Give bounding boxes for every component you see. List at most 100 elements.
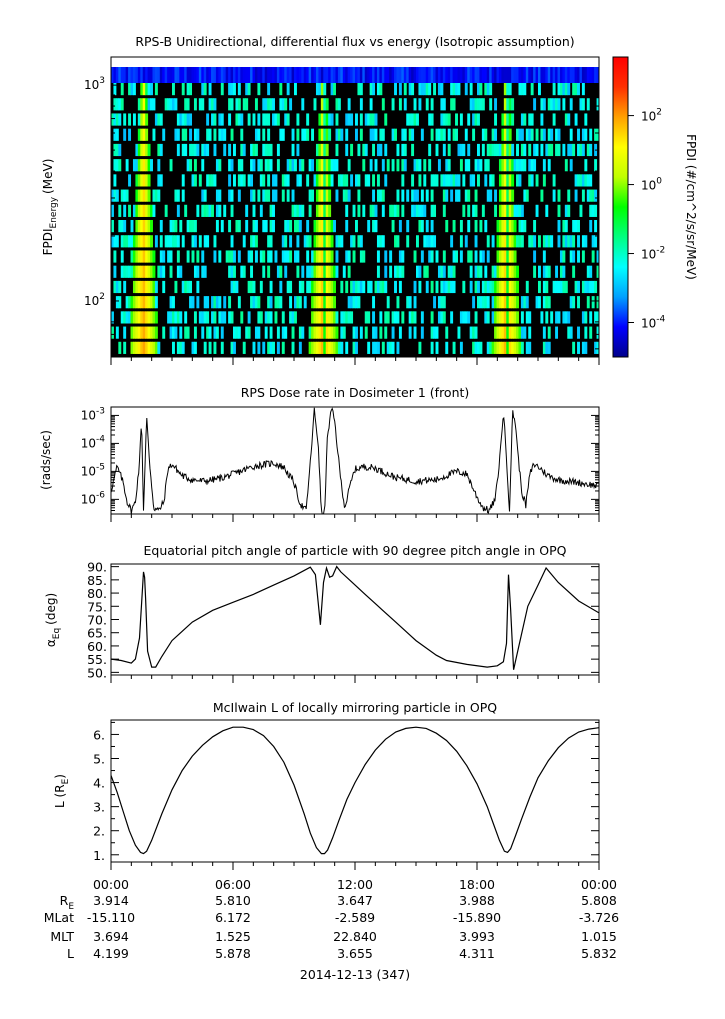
heatmap-cell xyxy=(352,341,356,354)
heatmap-cell xyxy=(562,265,566,278)
heatmap-cell xyxy=(440,174,444,187)
heatmap-cell xyxy=(333,159,336,172)
heatmap-cell xyxy=(520,341,524,354)
heatmap-cell xyxy=(584,341,588,354)
heatmap-cell xyxy=(137,280,141,294)
heatmap-cell xyxy=(213,174,217,187)
heatmap-cell xyxy=(474,67,478,83)
heatmap-cell xyxy=(125,311,129,324)
heatmap-cell xyxy=(211,296,214,309)
heatmap-cell xyxy=(569,98,573,111)
heatmap-cell xyxy=(594,280,598,294)
heatmap-cell xyxy=(137,326,141,339)
heatmap-cell xyxy=(374,159,378,172)
heatmap-cell xyxy=(193,143,197,157)
heatmap-cell xyxy=(538,296,541,309)
heatmap-cell xyxy=(240,174,244,187)
heatmap-cell xyxy=(428,83,432,96)
heatmap-cell xyxy=(125,189,129,202)
heatmap-cell xyxy=(516,128,519,141)
heatmap-cell xyxy=(498,326,502,339)
heatmap-cell xyxy=(345,189,349,202)
heatmap-cell xyxy=(469,67,473,83)
heatmap-cell xyxy=(542,174,546,187)
heatmap-cell xyxy=(267,311,271,324)
heatmap-cell xyxy=(272,113,275,126)
heatmap-cell xyxy=(345,174,349,187)
heatmap-cell xyxy=(140,83,144,96)
heatmap-cell xyxy=(189,159,193,172)
heatmap-cell xyxy=(520,113,524,126)
ephemeris-re-3: 3.988 xyxy=(459,893,495,908)
heatmap-cell xyxy=(572,143,576,157)
heatmap-cell xyxy=(520,204,524,217)
heatmap-cell xyxy=(518,83,522,96)
heatmap-cell xyxy=(306,174,310,187)
heatmap-cell xyxy=(411,83,415,96)
heatmap-cell xyxy=(525,189,529,202)
heatmap-cell xyxy=(498,235,502,248)
heatmap-cell xyxy=(401,311,405,324)
heatmap-cell xyxy=(516,280,519,294)
dose-rate-x-ticks xyxy=(110,514,600,522)
heatmap-cell xyxy=(325,326,329,339)
heatmap-cell xyxy=(174,326,178,339)
heatmap-cell xyxy=(115,128,119,141)
heatmap-cell xyxy=(394,235,397,248)
ephemeris-mlt-3: 3.993 xyxy=(459,929,495,944)
heatmap-cell xyxy=(245,98,249,111)
heatmap-cell xyxy=(430,204,434,217)
heatmap-cell xyxy=(564,83,568,96)
pitch-angle-y-ticks: 50.55.60.65.70.75.80.85.90. xyxy=(87,560,599,680)
heatmap-cell xyxy=(213,326,217,339)
heatmap-cell xyxy=(150,98,153,111)
heatmap-cell xyxy=(591,250,595,263)
heatmap-cell xyxy=(289,250,293,263)
heatmap-cell xyxy=(376,143,380,157)
heatmap-cell xyxy=(128,204,132,217)
heatmap-cell xyxy=(567,235,571,248)
heatmap-cell xyxy=(355,220,358,233)
heatmap-cell xyxy=(433,83,437,96)
heatmap-cell xyxy=(325,189,329,202)
heatmap-cell xyxy=(193,128,197,141)
heatmap-cell xyxy=(237,250,241,263)
heatmap-cell xyxy=(503,159,507,172)
heatmap-cell xyxy=(262,128,266,141)
heatmap-cell xyxy=(501,67,505,83)
heatmap-cell xyxy=(420,204,424,217)
heatmap-cell xyxy=(296,265,300,278)
heatmap-cell xyxy=(130,326,134,339)
heatmap-cell xyxy=(398,98,402,111)
heatmap-cell xyxy=(186,280,190,294)
heatmap-cell xyxy=(462,143,466,157)
heatmap-cell xyxy=(513,326,517,339)
heatmap-cell xyxy=(142,159,146,172)
heatmap-cell xyxy=(425,280,429,294)
heatmap-cell xyxy=(455,250,458,263)
heatmap-cell xyxy=(140,204,144,217)
time-label-1: 06:00 xyxy=(215,877,251,892)
heatmap-cell xyxy=(157,265,161,278)
heatmap-cell xyxy=(442,189,446,202)
spectrogram-y-label: FPDIEnergy(MeV) xyxy=(41,159,59,256)
heatmap-cell xyxy=(503,83,507,96)
heatmap-cell xyxy=(477,159,480,172)
heatmap-cell xyxy=(508,159,512,172)
heatmap-cell xyxy=(401,143,405,157)
heatmap-cell xyxy=(494,341,498,354)
heatmap-cell xyxy=(518,341,522,354)
heatmap-cell xyxy=(284,220,288,233)
heatmap-cell xyxy=(252,204,256,217)
heatmap-cell xyxy=(386,159,390,172)
heatmap-cell xyxy=(176,235,180,248)
heatmap-cell xyxy=(491,341,495,354)
heatmap-cell xyxy=(123,204,127,217)
heatmap-cell xyxy=(355,296,358,309)
heatmap-cell xyxy=(186,98,190,111)
heatmap-cell xyxy=(140,159,144,172)
heatmap-cell xyxy=(323,280,327,294)
heatmap-cell xyxy=(169,326,173,339)
heatmap-cell xyxy=(137,174,141,187)
heatmap-cell xyxy=(233,326,236,339)
